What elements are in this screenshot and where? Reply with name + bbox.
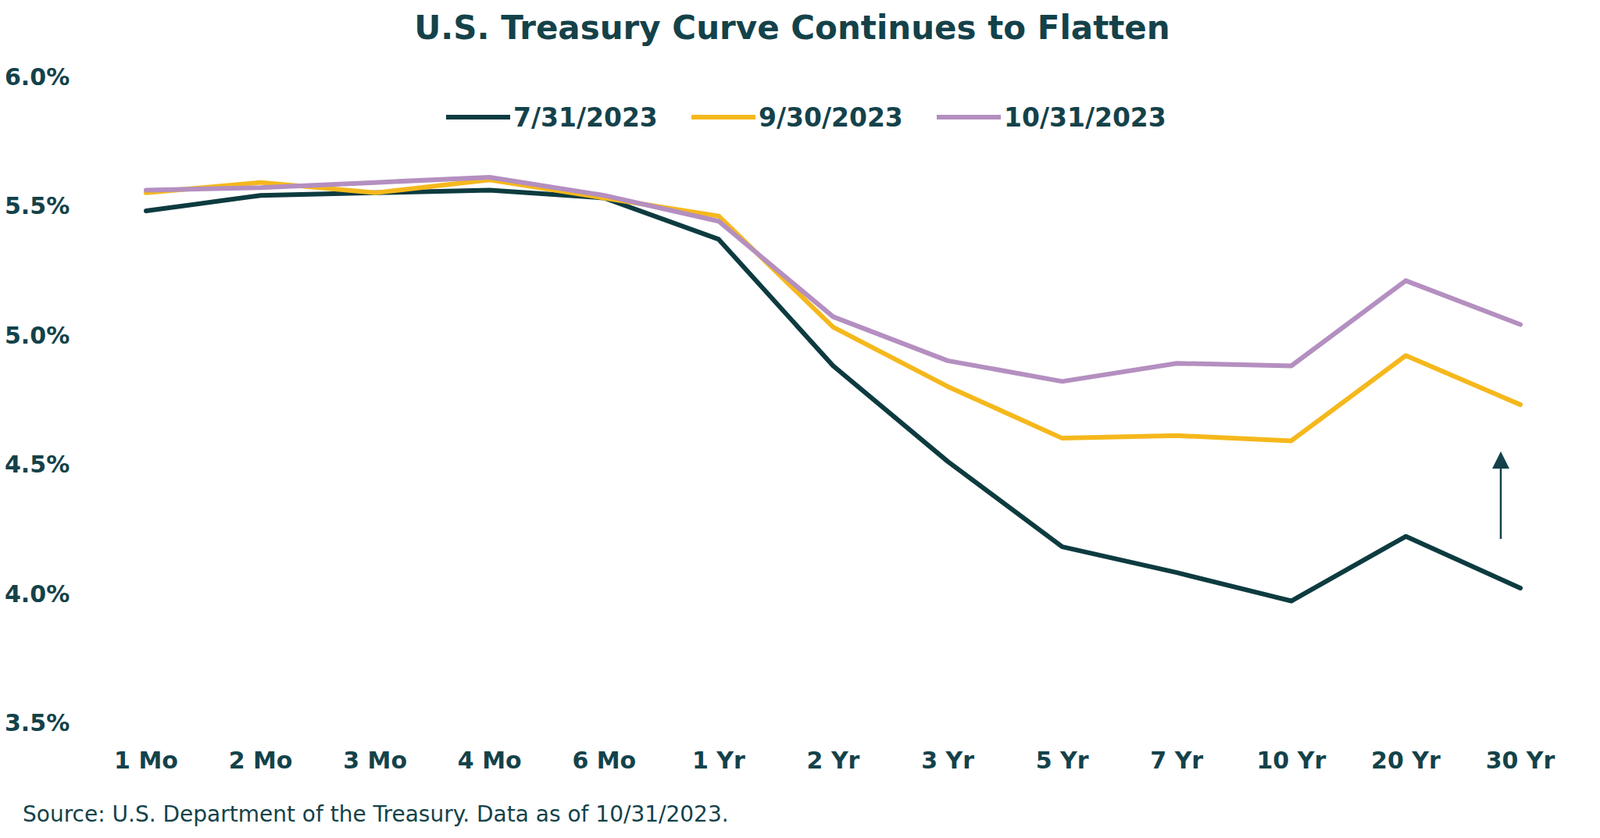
x-tick-label: 7 Yr (1150, 746, 1204, 775)
title: U.S. Treasury Curve Continues to Flatten (414, 8, 1170, 47)
lines (146, 177, 1521, 602)
chart: U.S. Treasury Curve Continues to Flatten… (0, 0, 1600, 838)
x-tick-label: 5 Yr (1035, 746, 1090, 775)
x-tick-label: 4 Mo (457, 746, 522, 775)
source-note: Source: U.S. Department of the Treasury.… (22, 801, 729, 828)
series-line (146, 177, 1521, 382)
legend-label: 10/31/2023 (1003, 102, 1167, 133)
arrow-shaft (1500, 468, 1503, 540)
x-tick-label: 2 Yr (807, 746, 861, 775)
series-line (146, 179, 1521, 441)
x-tick-label: 6 Mo (571, 746, 636, 775)
x-tick-label: 3 Yr (921, 746, 975, 775)
y-tick-label: 6.0% (4, 63, 70, 91)
legend-label: 9/30/2023 (758, 102, 904, 133)
y-tick-label: 4.0% (4, 580, 70, 608)
legend-swatch (936, 114, 1001, 120)
series-line (146, 190, 1521, 602)
x-tick-label: 30 Yr (1485, 746, 1556, 775)
x-tick-label: 1 Yr (692, 746, 746, 775)
y-tick-label: 5.5% (4, 192, 70, 220)
legend-swatch (691, 114, 756, 120)
x-tick-label: 1 Mo (114, 746, 179, 775)
legend-label: 7/31/2023 (513, 102, 658, 133)
y-tick-label: 3.5% (4, 709, 70, 737)
x-tick-label: 10 Yr (1256, 746, 1326, 775)
y-tick-label: 4.5% (4, 450, 70, 479)
legend-swatch (446, 114, 511, 120)
arrow-head (1492, 451, 1510, 469)
x-tick-label: 3 Mo (342, 746, 408, 775)
y-tick-label: 5.0% (4, 321, 70, 350)
x-tick-label: 20 Yr (1371, 746, 1441, 775)
x-tick-label: 2 Mo (228, 746, 293, 775)
